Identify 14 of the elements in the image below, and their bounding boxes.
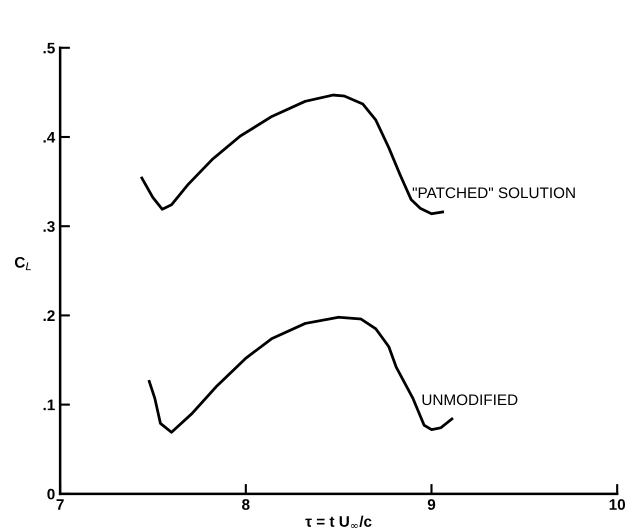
- y-tick-label: .2: [44, 310, 55, 321]
- series-label: UNMODIFIED: [422, 394, 518, 406]
- y-axis-title: C$_{L}$: [14, 256, 31, 270]
- x-tick-label: 7: [56, 499, 64, 510]
- y-tick-label: .3: [44, 221, 55, 232]
- x-tick-label: 8: [242, 499, 250, 510]
- x-tick-label: 10: [610, 499, 626, 510]
- series-label: "PATCHED" SOLUTION: [412, 187, 575, 198]
- y-tick-label: 0: [47, 488, 55, 500]
- y-tick-label: .4: [44, 132, 56, 143]
- y-tick-label: .1: [44, 400, 55, 410]
- y-tick-label: .5: [44, 42, 55, 54]
- x-tick-label: 9: [428, 499, 436, 510]
- x-axis-title: τ = t U$_{∞}$/c: [305, 516, 372, 528]
